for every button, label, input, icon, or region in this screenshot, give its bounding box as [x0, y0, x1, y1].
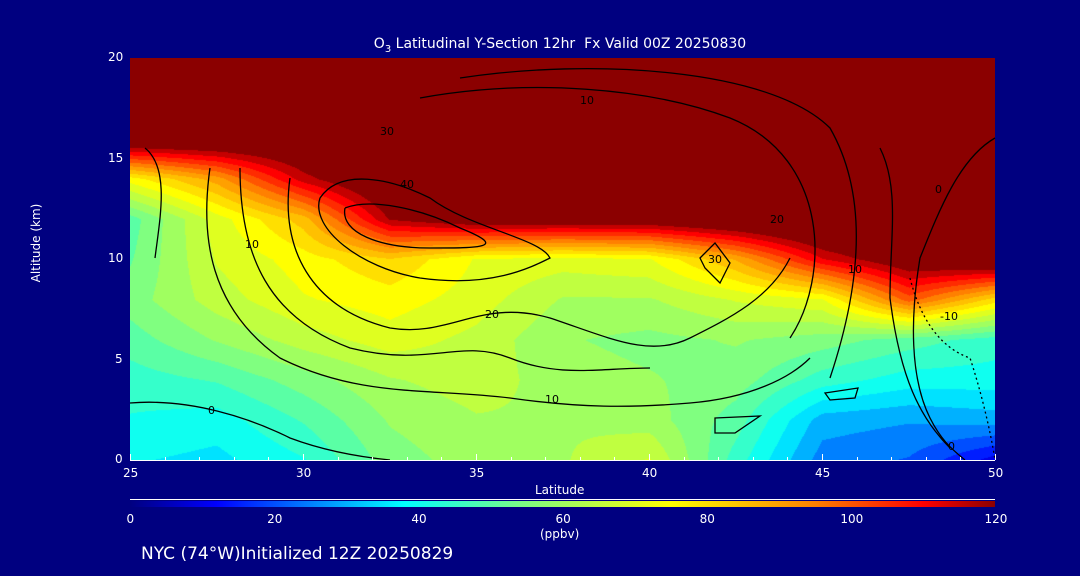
x-tick-label: 40 [642, 466, 658, 480]
x-tick-mark [856, 457, 858, 460]
x-tick-mark [649, 454, 650, 460]
contour-label: 0 [948, 440, 955, 453]
x-tick-mark [476, 454, 477, 460]
colorbar-tick-label: 40 [411, 512, 427, 526]
x-tick-mark [303, 454, 304, 460]
x-tick-mark [891, 457, 893, 460]
contour-line [823, 387, 859, 401]
ozone-heatmap [130, 58, 995, 460]
x-tick-mark [510, 457, 512, 460]
x-tick-mark [268, 457, 270, 460]
contour-label: 20 [770, 213, 784, 226]
x-tick-label: 45 [815, 466, 831, 480]
x-tick-mark [372, 457, 374, 460]
contour-line [144, 147, 162, 259]
y-tick-label: 0 [115, 452, 123, 466]
footer-info: NYC (74°W)Initialized 12Z 20250829 [141, 544, 454, 564]
x-tick-mark [614, 457, 616, 460]
contour-label: -10 [940, 310, 958, 323]
x-axis-label: Latitude [535, 483, 585, 497]
x-tick-mark [545, 457, 547, 460]
colorbar [130, 501, 995, 507]
contour-line [239, 167, 651, 372]
x-tick-label: 25 [123, 466, 139, 480]
colorbar-tick-label: 100 [840, 512, 864, 526]
plot-area: 0 10 20 30 40 50 10 20 10 30 10 0 -10 0 [129, 58, 996, 461]
x-tick-mark [199, 457, 201, 460]
x-tick-mark [441, 457, 443, 460]
x-tick-mark [752, 457, 754, 460]
y-axis-label: Altitude (km) [29, 203, 43, 283]
contour-line [912, 137, 996, 461]
y-tick-label: 10 [108, 251, 124, 265]
x-tick-mark [233, 457, 235, 460]
x-axis-line [130, 460, 995, 461]
y-tick-label: 15 [108, 150, 124, 165]
contour-label: 0 [208, 404, 215, 417]
y-tick-label: 5 [115, 351, 123, 366]
contour-line [419, 86, 816, 339]
contour-label: 10 [580, 94, 594, 107]
x-tick-mark [337, 457, 339, 460]
contour-label: 30 [380, 125, 394, 138]
colorbar-line [130, 499, 995, 500]
contour-line [318, 178, 551, 282]
contour-line [287, 177, 791, 347]
contour-line [344, 203, 487, 249]
y-tick-label: 20 [108, 50, 124, 64]
contour-line [879, 147, 951, 449]
colorbar-tick-label: 80 [699, 512, 715, 526]
colorbar-tick-label: 20 [267, 512, 283, 526]
x-tick-label: 35 [469, 466, 485, 480]
x-tick-mark [406, 457, 408, 460]
contour-label: 10 [545, 393, 559, 406]
x-tick-mark [925, 457, 927, 460]
chart-title: O3 Latitudinal Y-Section 12hr Fx Valid 0… [373, 36, 747, 55]
x-tick-mark [130, 454, 131, 460]
contour-label: 40 [400, 178, 414, 191]
contour-label: 0 [935, 183, 942, 196]
colorbar-tick-label: 60 [555, 512, 571, 526]
contour-line [699, 242, 731, 285]
contour-label: 10 [245, 238, 259, 251]
x-tick-mark [787, 457, 789, 460]
colorbar-tick-label: 120 [984, 512, 1008, 526]
contour-label: 20 [485, 308, 499, 321]
x-tick-label: 50 [988, 466, 1004, 480]
contour-line [714, 415, 763, 434]
contour-line [459, 67, 858, 379]
contour-overlay: 0 10 20 30 40 50 10 20 10 30 10 0 -10 0 [129, 67, 996, 461]
contour-line [129, 401, 391, 461]
x-tick-mark [683, 457, 685, 460]
x-tick-mark [822, 454, 823, 460]
colorbar-tick-label: 0 [126, 512, 135, 526]
contour-label: 30 [708, 253, 722, 266]
x-tick-label: 30 [296, 466, 312, 480]
x-tick-mark [995, 454, 996, 460]
colorbar-units: (ppbv) [540, 527, 580, 541]
contour-label: 10 [848, 263, 862, 276]
x-tick-mark [164, 457, 166, 460]
contour-line [206, 167, 811, 407]
contour-line [909, 277, 996, 461]
x-tick-mark [960, 457, 962, 460]
x-tick-mark [579, 457, 581, 460]
x-tick-mark [718, 457, 720, 460]
